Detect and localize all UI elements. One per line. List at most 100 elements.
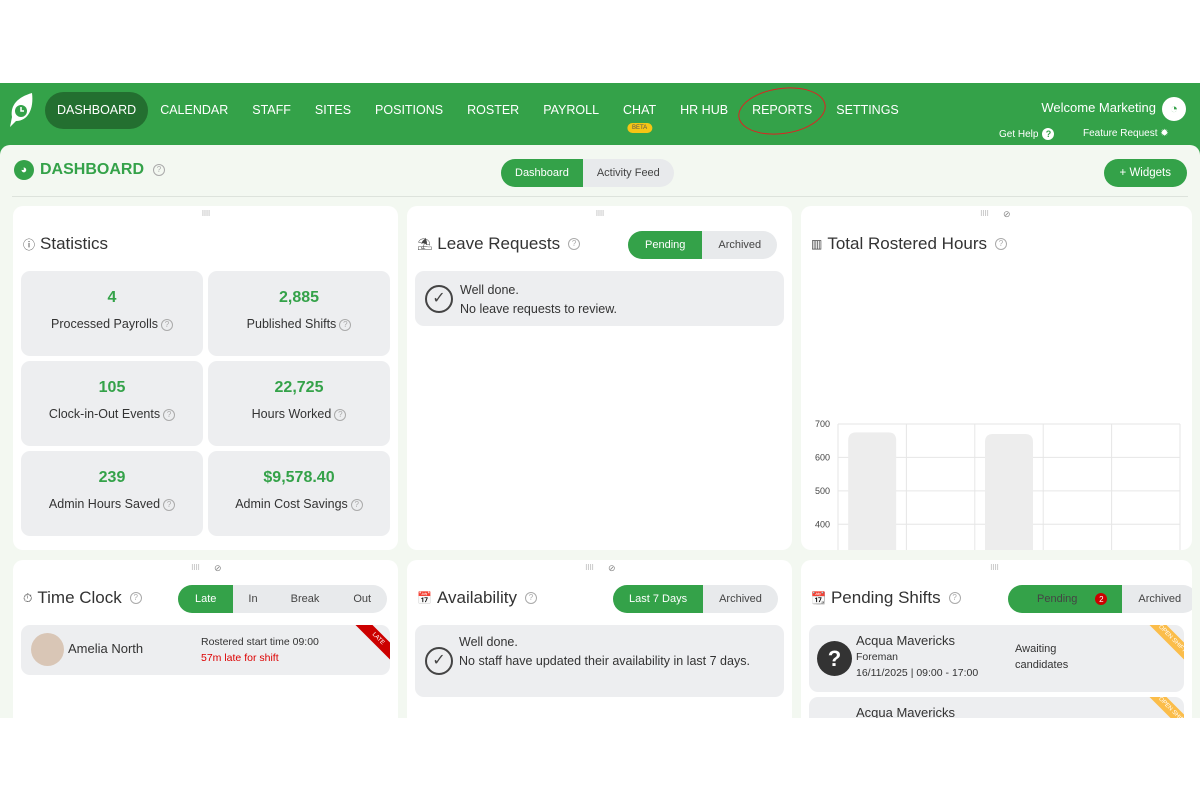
drag-handle[interactable]: ⠿⠿ [979,211,989,218]
time-clock-card: ⠿⠿ ⊘ ⏱ Time Clock? Late In Break Out Amelia … [13,560,398,718]
help-icon[interactable]: ? [568,238,581,250]
nav-staff[interactable]: STAFF [252,103,291,117]
card-title: 📅 Availability? [417,588,537,608]
help-icon[interactable]: ? [129,592,142,604]
tab-last-7-days[interactable]: Last 7 Days [613,585,704,613]
tab-late[interactable]: Late [178,585,234,613]
shift-status: Awaiting candidates [1015,643,1069,671]
availability-card: ⠿⠿ ⊘ 📅 Availability? Last 7 Days Archived … [407,560,792,718]
nav-settings[interactable]: SETTINGS [836,103,899,117]
tab-activity-feed[interactable]: Activity Feed [596,167,660,179]
availability-tabs: Last 7 Days Archived [613,585,778,613]
nav-chat-label: CHAT [623,103,657,117]
nav-payroll[interactable]: PAYROLL [543,103,600,117]
open-shift-ribbon: OPEN SHIFT [1146,625,1184,665]
leave-requests-card: ⠿⠿ ⛱ Leave Requests? Pending Archived ✓ Wel… [407,206,792,550]
stat-value: 4 [107,289,117,306]
tab-archived[interactable]: Archived [718,239,762,251]
nav-list: DASHBOARD CALENDAR STAFF SITES POSITIONS… [45,83,911,140]
hide-icon[interactable]: ⊘ [214,563,222,573]
card-title-text: Pending Shifts [830,588,941,607]
help-icon[interactable]: ? [163,498,176,511]
help-icon[interactable]: ? [153,164,165,176]
lightbulb-icon: ✹ [1160,128,1169,139]
drag-handle[interactable]: ⠿⠿ [595,211,604,218]
stat-value: $9,578.40 [263,469,335,486]
drag-handle[interactable]: ⠿⠿ [584,565,594,572]
leaf-clock-logo[interactable] [8,91,36,129]
help-icon[interactable]: ? [948,592,961,604]
help-icon[interactable]: ? [163,408,176,421]
help-icon[interactable]: ? [350,498,363,511]
stopwatch-icon: ⏱ [23,590,33,605]
app: DASHBOARD CALENDAR STAFF SITES POSITIONS… [0,83,1200,718]
help-icon: ? [1042,128,1055,140]
tab-pending[interactable]: Pending 2 [1008,585,1123,613]
drag-handle[interactable]: ⠿⠿ [201,211,210,218]
shift-row[interactable]: ? Acqua Mavericks Foreman 16/11/2025 | 09:… [809,625,1184,692]
hide-icon[interactable]: ⊘ [1003,209,1011,219]
staff-name: Amelia North [68,641,144,656]
shift-row[interactable]: Acqua Mavericks OPEN SHIFT [809,697,1184,718]
shift-position: Foreman [856,651,899,663]
card-title-text: Statistics [40,234,109,253]
help-icon[interactable]: ? [339,318,352,331]
tab-pending[interactable]: Pending [628,231,703,259]
message-body: No leave requests to review. [460,302,618,316]
nav-chat[interactable]: CHAT BETA [611,92,668,133]
late-ribbon: LATE [352,625,390,665]
get-help-link[interactable]: Get Help? [999,128,1055,140]
y-tick-label: 700 [815,419,830,429]
check-circle-icon: ✓ [425,647,453,675]
tab-dashboard[interactable]: Dashboard [501,159,583,187]
pending-count-badge: 2 [1095,593,1108,605]
late-entry[interactable]: Amelia North Rostered start time 09:00 57… [21,625,390,675]
divider [12,196,1188,197]
late-text: 57m late for shift [201,652,279,664]
card-title: ⏱ Time Clock? [23,588,142,608]
help-icon[interactable]: ? [334,408,347,421]
tab-in[interactable]: In [248,593,258,605]
stat-label: Admin Cost Savings [235,497,348,511]
staff-avatar [31,633,64,666]
pending-shifts-card: ⠿⠿ 📆 Pending Shifts? Pending 2 Archived ? A… [801,560,1192,718]
user-avatar[interactable]: ◔ [1162,97,1186,121]
nav-sites[interactable]: SITES [314,103,352,117]
card-title: ▥ Total Rostered Hours? [811,234,1008,254]
stat-tile: 2,885 Published Shifts? [208,271,390,356]
help-icon[interactable]: ? [995,238,1008,250]
rostered-hours-card: ⠿⠿ ⊘ ▥Total Rostered Hours? 010020030040… [801,206,1192,550]
bar-23-09 [848,432,897,550]
statistics-card: ⠿⠿ ⓘ Statistics 4 Processed Payrolls? 2,88… [13,206,398,550]
nav-reports[interactable]: REPORTS [735,83,829,140]
beta-badge: BETA [626,123,653,133]
tab-archived[interactable]: Archived [719,593,762,605]
hide-icon[interactable]: ⊘ [608,563,616,573]
page-title: ◕ DASHBOARD? [14,160,165,180]
help-icon[interactable]: ? [524,592,537,604]
stat-label: Clock-in-Out Events [48,407,161,421]
drag-handle[interactable]: ⠿⠿ [989,565,999,572]
nav-roster[interactable]: ROSTER [467,103,520,117]
tab-out[interactable]: Out [353,593,372,605]
dashboard-content: ◕ DASHBOARD? Dashboard Activity Feed + Wi… [0,145,1200,718]
card-title: ⓘ Statistics [23,234,108,254]
drag-handle[interactable]: ⠿⠿ [190,565,200,572]
nav-hr-hub[interactable]: HR HUB [680,103,729,117]
tab-break[interactable]: Break [290,593,320,605]
help-icon[interactable]: ? [161,318,173,331]
view-tabs: Dashboard Activity Feed [501,159,674,187]
nav-calendar[interactable]: CALENDAR [160,103,229,117]
add-widgets-button[interactable]: + Widgets [1103,159,1187,187]
rostered-time: Rostered start time 09:00 [201,636,319,648]
shift-site: Acqua Mavericks [856,633,955,648]
nav-positions[interactable]: POSITIONS [375,103,444,117]
stat-label: Published Shifts [246,317,337,331]
stat-value: 105 [98,379,126,396]
feature-request-link[interactable]: Feature Request ✹ [1083,128,1169,139]
stat-tile: 22,725 Hours Worked? [208,361,390,446]
nav-dashboard[interactable]: DASHBOARD [45,92,149,129]
message-body: No staff have updated their availability… [459,654,750,668]
tab-archived[interactable]: Archived [1138,593,1182,605]
stat-tile: 105 Clock-in-Out Events? [21,361,203,446]
